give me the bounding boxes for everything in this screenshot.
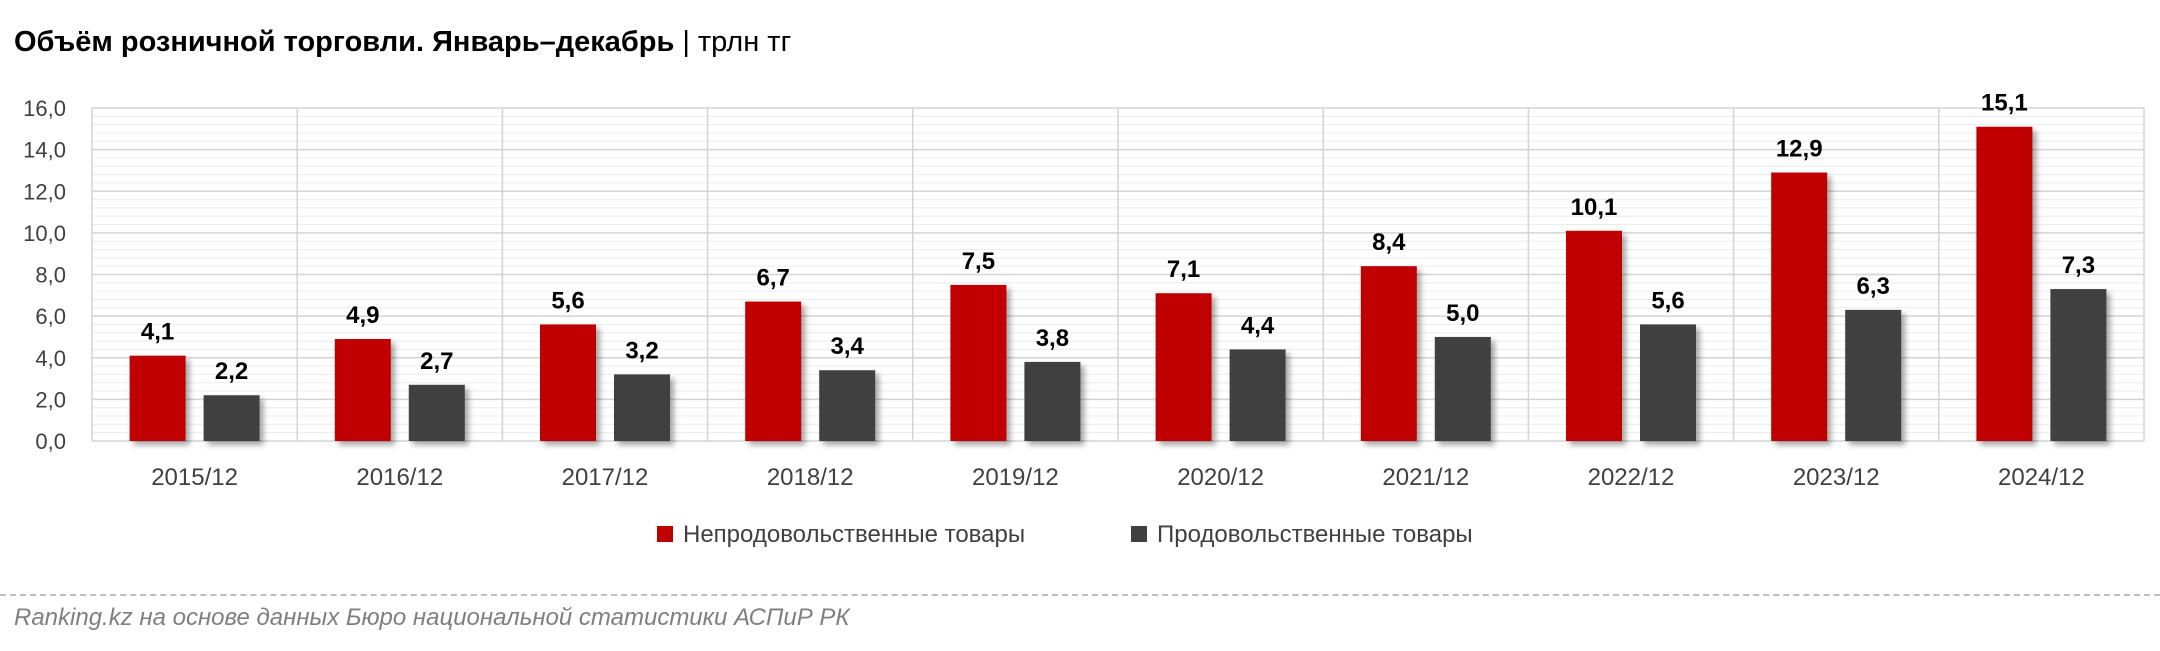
chart-title-main: Объём розничной торговли. Январь–декабрь [14,26,675,58]
legend-label-food: Продовольственные товары [1157,521,1473,548]
data-label: 4,4 [1241,312,1275,339]
bar-nonfood [540,324,596,441]
data-label: 6,7 [757,265,790,292]
data-label: 8,4 [1372,229,1406,256]
data-label: 7,1 [1167,256,1200,283]
y-tick-label: 14,0 [23,138,66,163]
x-tick-label: 2015/12 [151,464,238,491]
bar-food [819,370,876,441]
bar-nonfood [334,339,391,441]
y-tick-label: 12,0 [23,179,66,204]
y-tick-label: 10,0 [23,221,66,246]
data-label: 5,6 [551,287,584,314]
x-tick-label: 2021/12 [1382,464,1469,491]
bar-food [1640,324,1696,441]
chart-title-unit: трлн тг [697,26,792,58]
x-tick-label: 2019/12 [972,464,1059,491]
data-label: 7,3 [2062,252,2095,279]
bar-nonfood [1771,172,1828,442]
y-tick-label: 4,0 [35,346,66,371]
x-tick-label: 2023/12 [1793,464,1880,491]
bar-food [1024,361,1081,441]
data-label: 6,3 [1857,273,1890,300]
y-tick-label: 8,0 [35,263,66,288]
bar-nonfood [1976,126,2033,441]
bar-nonfood [1360,266,1417,441]
chart-title: Объём розничной торговли. Январь–декабрь… [14,26,791,59]
x-tick-label: 2020/12 [1177,464,1264,491]
y-tick-label: 16,0 [23,96,66,121]
data-label: 12,9 [1776,136,1823,163]
data-label: 3,2 [625,337,658,364]
data-label: 7,5 [962,248,995,275]
y-tick-label: 0,0 [35,429,66,454]
bar-nonfood [950,284,1007,441]
data-label: 5,6 [1651,287,1684,314]
bar-nonfood [745,301,802,441]
x-tick-label: 2018/12 [767,464,854,491]
y-tick-label: 2,0 [35,387,66,412]
y-tick-label: 6,0 [35,304,66,329]
data-label: 4,9 [346,302,379,329]
bar-food [1845,309,1902,441]
data-label: 10,1 [1571,194,1618,221]
legend-swatch-nonfood [657,526,673,542]
x-tick-label: 2022/12 [1588,464,1675,491]
bar-nonfood [1566,230,1622,441]
bar-nonfood [129,355,186,441]
legend-label-nonfood: Непродовольственные товары [683,521,1025,548]
bar-food [2050,289,2107,441]
bar-food [408,384,465,441]
bar-food [203,395,260,441]
x-tick-label: 2017/12 [562,464,649,491]
x-tick-label: 2016/12 [356,464,443,491]
data-label: 3,8 [1036,325,1069,352]
data-label: 4,1 [141,319,174,346]
bar-chart: 0,0 2,0 4,0 6,0 8,0 10,0 12,0 14,0 16,0 4,1 2,2 201… [23,90,2145,548]
title-separator: | [682,26,690,58]
footer-divider [0,594,2160,596]
bar-nonfood [1155,293,1212,441]
data-label: 2,7 [420,348,453,375]
legend-swatch-food [1131,526,1147,542]
source-note: Ranking.kz на основе данных Бюро национа… [14,604,850,631]
data-label: 2,2 [215,358,248,385]
bar-food [1434,336,1491,441]
data-label: 5,0 [1446,300,1479,327]
bar-food [1229,349,1286,441]
bar-food [614,374,670,441]
data-label: 3,4 [831,333,865,360]
x-tick-label: 2024/12 [1998,464,2085,491]
data-label: 15,1 [1981,90,2028,117]
